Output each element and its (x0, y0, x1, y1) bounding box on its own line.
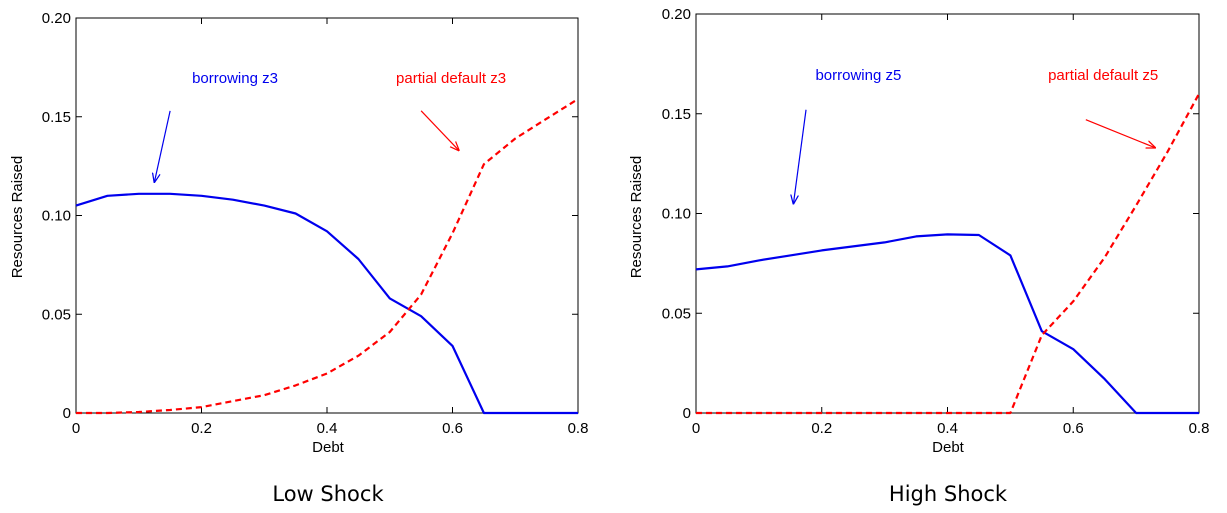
borrowing-annotation: borrowing z5 (815, 67, 901, 84)
x-tick-label: 0.8 (568, 420, 589, 437)
annotation-arrow (793, 109, 807, 204)
borrowing-annotation: borrowing z3 (192, 70, 278, 87)
annotation-arrow (420, 110, 459, 151)
borrowing-line (75, 192, 578, 415)
partial-default-line (696, 93, 1200, 415)
y-tick-label: 0.20 (662, 6, 691, 23)
y-tick-label: 0 (63, 405, 71, 422)
partial-default-annotation: partial default z3 (396, 70, 506, 87)
partial-default-line (76, 98, 579, 415)
annotation-arrow (1085, 119, 1155, 148)
x-tick-label: 0.6 (1063, 420, 1084, 437)
y-tick-label: 0.05 (42, 306, 71, 323)
x-tick-label: 0.2 (811, 420, 832, 437)
high-shock-panel: Resources Raised Debt High Shock 0 0.2 0.4… (628, 6, 1209, 506)
panel-caption: Low Shock (272, 482, 384, 506)
y-tick-label: 0.15 (42, 109, 71, 126)
panel-caption: High Shock (889, 482, 1008, 506)
x-tick-label: 0.8 (1189, 420, 1210, 437)
x-tick-label: 0.2 (191, 420, 212, 437)
x-axis-label: Debt (932, 439, 965, 456)
x-tick-label: 0.4 (317, 420, 338, 437)
y-axis-label: Resources Raised (628, 156, 645, 279)
annotation-arrow (154, 110, 171, 182)
y-axis-label: Resources Raised (9, 156, 26, 279)
y-tick-label: 0 (683, 405, 691, 422)
y-tick-label: 0.10 (662, 206, 691, 223)
partial-default-annotation: partial default z5 (1048, 67, 1158, 84)
x-tick-label: 0.6 (442, 420, 463, 437)
x-axis-label: Debt (312, 439, 345, 456)
y-tick-label: 0.20 (42, 10, 71, 27)
x-tick-label: 0 (72, 420, 80, 437)
low-shock-panel: Resources Raised Debt Low Shock 0 0.2 0.4 0… (9, 10, 588, 506)
borrowing-line (695, 233, 1199, 415)
y-tick-label: 0.15 (662, 106, 691, 123)
x-tick-label: 0.4 (937, 420, 958, 437)
y-tick-label: 0.05 (662, 305, 691, 322)
x-tick-label: 0 (692, 420, 700, 437)
y-tick-label: 0.10 (42, 208, 71, 225)
